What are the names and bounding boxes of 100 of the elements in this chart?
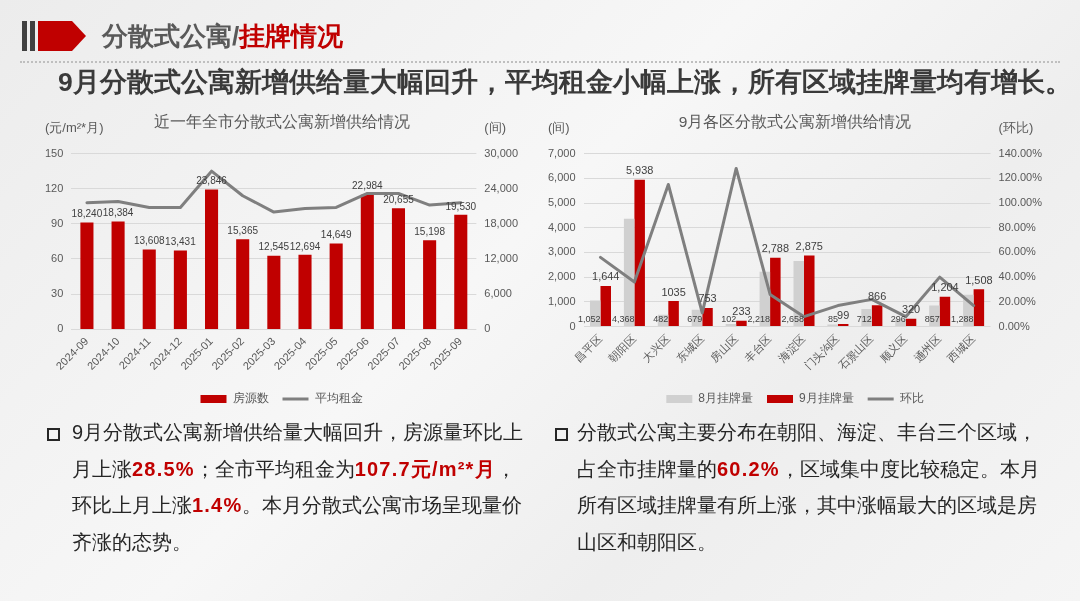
data-label: 1,052 <box>577 314 601 325</box>
bar <box>173 250 187 330</box>
data-label: 296 <box>890 314 906 325</box>
text: 分散式公寓主要分布在朝阳、海淀、丰台三个区域，占全市挂牌量的60.2%，区域集中度比较稳定。本月所有区域挂牌量有所上涨，其中涨幅最大的区域是房山区和朝阳区。 <box>577 420 1041 555</box>
data-label: 2,218 <box>747 314 771 325</box>
y-tick-label: 30 <box>51 287 64 300</box>
bar <box>600 285 611 327</box>
y-axis-title: (间) <box>548 120 570 136</box>
y2-tick-label: 12,000 <box>484 251 519 264</box>
data-label: 18,240 <box>71 208 103 220</box>
bar <box>736 320 747 327</box>
legend-label: 8月挂牌量 <box>698 391 754 406</box>
bar <box>871 305 883 327</box>
data-label: 2,875 <box>795 240 823 253</box>
data-label: 4,368 <box>611 314 635 325</box>
legend-label: 9月挂牌量 <box>799 391 854 406</box>
y2-tick-label: 0.00% <box>998 319 1030 332</box>
y2-tick-label: 24,000 <box>484 181 519 194</box>
data-label: 712 <box>856 314 872 325</box>
y2-tick-label: 30,000 <box>484 146 519 159</box>
data-label: 14,649 <box>320 229 352 241</box>
y2-tick-label: 0 <box>484 322 491 335</box>
bar <box>905 318 917 327</box>
y2-tick-label: 120.00% <box>998 171 1043 184</box>
bar <box>329 243 343 330</box>
data-label: 679 <box>687 314 703 325</box>
bar <box>391 208 406 330</box>
legend-label: 房源数 <box>232 391 269 406</box>
bar <box>634 179 645 327</box>
data-label: 15,198 <box>414 225 446 237</box>
data-label: 12,545 <box>258 241 290 253</box>
data-label: 20,655 <box>383 194 415 206</box>
bar <box>804 255 815 327</box>
data-label: 1,288 <box>951 314 974 325</box>
bar <box>267 255 281 330</box>
data-label: 1,644 <box>592 270 620 283</box>
data-label: 13,431 <box>165 236 197 248</box>
x-tick-label: 西城区 <box>945 332 978 365</box>
y-tick-label: 5,000 <box>548 196 576 209</box>
chart-title: 9月各区分散式公寓新增供给情况 <box>678 112 912 130</box>
bar <box>939 296 951 327</box>
bar <box>360 194 374 330</box>
y2-tick-label: 6,000 <box>484 287 512 300</box>
data-label: 1,508 <box>965 273 993 286</box>
y-tick-label: 2,000 <box>548 270 576 283</box>
y2-tick-label: 60.00% <box>998 245 1037 258</box>
y2-axis-title: (环比) <box>998 120 1034 136</box>
bar <box>702 307 713 327</box>
x-tick-label: 通州区 <box>911 332 944 365</box>
bar <box>142 249 156 330</box>
text: 分散式公寓/挂牌情况 <box>102 21 344 51</box>
y2-tick-label: 100.00% <box>998 196 1043 209</box>
data-label: 2,658 <box>781 314 805 325</box>
bar <box>973 289 985 327</box>
bar <box>668 300 679 327</box>
y-tick-label: 150 <box>44 146 64 159</box>
data-label: 482 <box>653 314 669 325</box>
bar <box>770 257 781 327</box>
data-label: 15,365 <box>227 224 259 236</box>
y-tick-label: 0 <box>57 322 64 335</box>
legend-label: 环比 <box>899 391 924 406</box>
y-tick-label: 7,000 <box>548 146 576 159</box>
y-tick-label: 90 <box>51 216 64 229</box>
text: 9月分散式公寓新增供给量大幅回升，房源量环比上月上涨28.5%；全市平均租金为107.7元/m²*月，环比上月上涨1.4%。本月分散式公寓市场呈现量价齐涨的态势。 <box>72 421 524 553</box>
data-label: 22,984 <box>351 180 384 192</box>
x-tick-label: 朝阳区 <box>606 332 638 365</box>
x-tick-label: 大兴区 <box>640 332 672 365</box>
y2-tick-label: 40.00% <box>998 270 1037 283</box>
y-tick-label: 1,000 <box>548 294 576 307</box>
x-tick-label: 房山区 <box>707 332 740 365</box>
data-label: 866 <box>867 289 887 302</box>
data-label: 5,938 <box>625 164 654 177</box>
data-label: 2,788 <box>761 242 790 255</box>
bar <box>423 240 437 330</box>
y2-tick-label: 18,000 <box>484 216 519 229</box>
x-tick-label: 丰台区 <box>741 332 774 365</box>
y-axis-title: (元/m²*月) <box>45 120 104 136</box>
data-label: 102 <box>721 314 737 325</box>
data-label: 13,608 <box>133 235 165 247</box>
x-tick-label: 东城区 <box>673 332 706 365</box>
chart-title: 近一年全市分散式公寓新增供给情况 <box>153 112 410 130</box>
y-tick-label: 60 <box>51 251 64 264</box>
bar <box>236 239 250 330</box>
x-tick-label: 昌平区 <box>572 332 605 365</box>
data-label: 99 <box>837 308 850 321</box>
data-label: 18,384 <box>102 207 134 219</box>
bar <box>80 222 94 330</box>
bar <box>454 214 468 330</box>
bar <box>111 221 125 330</box>
legend-label: 平均租金 <box>314 391 363 406</box>
data-label: 85 <box>827 314 838 325</box>
x-tick-label: 顺义区 <box>877 332 910 365</box>
text: 9月分散式公寓新增供给量大幅回升，平均租金小幅上涨，所有区域挂牌量均有增长。 <box>58 66 1072 99</box>
y2-tick-label: 20.00% <box>998 294 1037 307</box>
y-tick-label: 6,000 <box>548 171 576 184</box>
y-tick-label: 4,000 <box>548 220 576 233</box>
y2-axis-title: (间) <box>484 120 507 136</box>
data-label: 19,530 <box>445 200 477 212</box>
bar <box>205 189 219 330</box>
y2-tick-label: 140.00% <box>998 146 1043 159</box>
